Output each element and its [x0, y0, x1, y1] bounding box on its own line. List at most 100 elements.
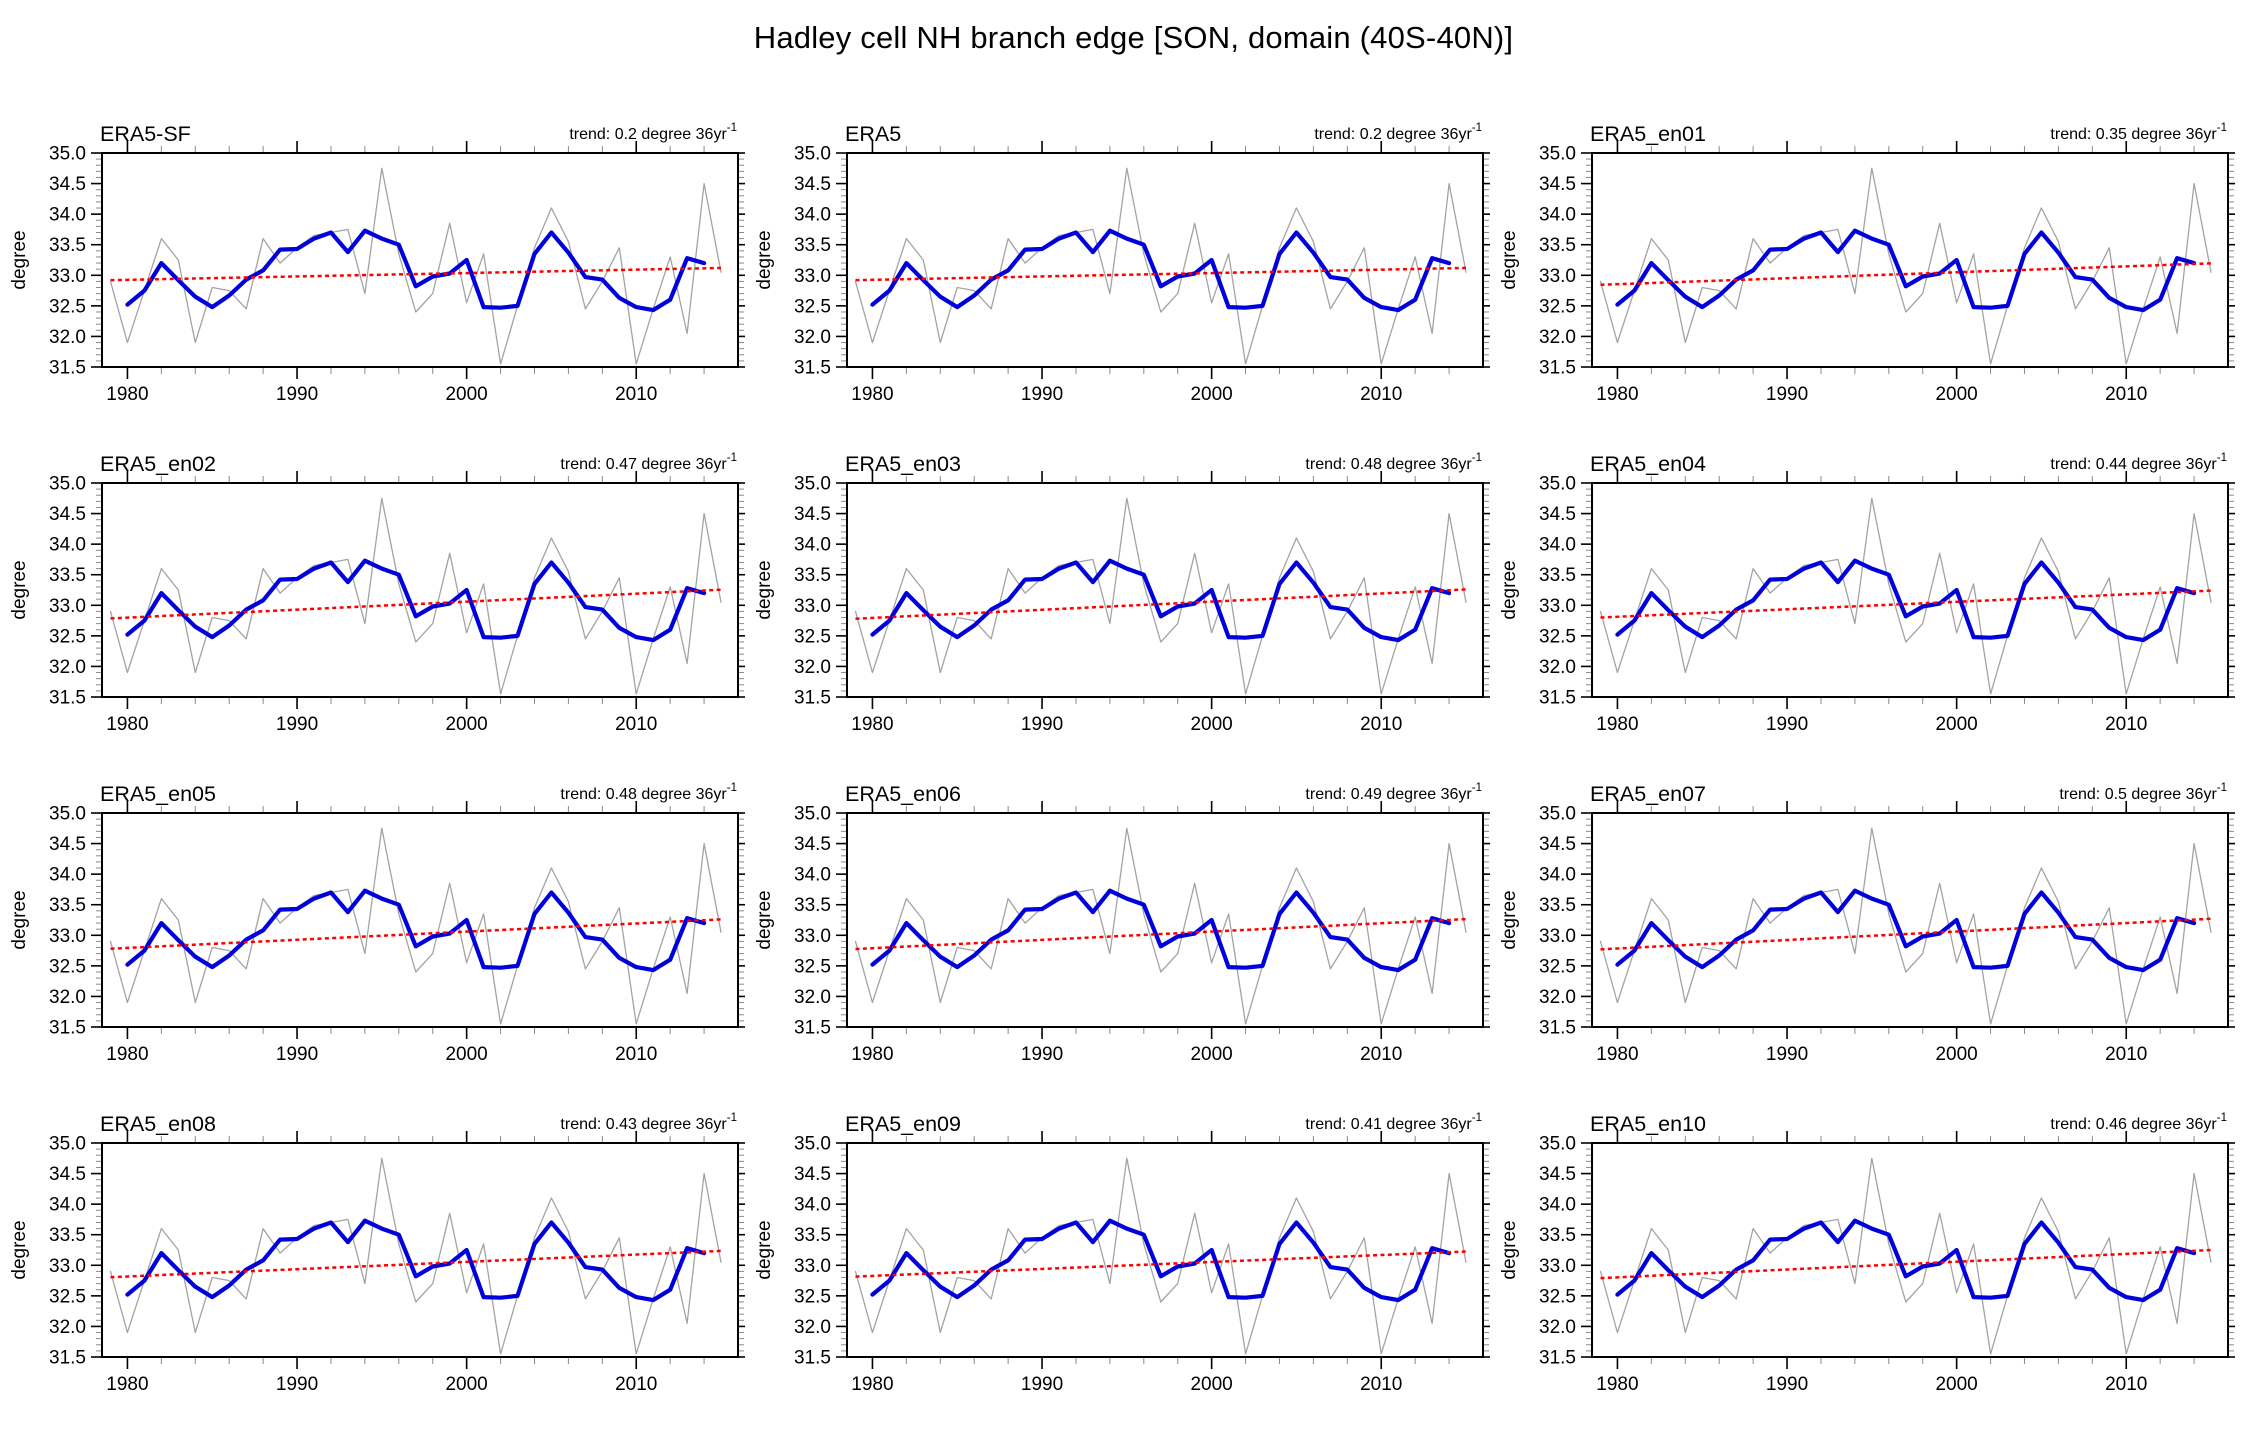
y-tick-label: 34.0 — [794, 1195, 831, 1216]
annual-line — [854, 827, 1467, 1025]
y-tick-label: 34.0 — [794, 205, 831, 226]
y-tick-label: 34.0 — [49, 205, 86, 226]
panel-ERA5_en04: 35.0 34.5 34.0 33.5 33.0 32.5 32.0 31.5 1980 1990… — [1490, 405, 2235, 735]
x-tick-label: 1980 — [851, 1044, 893, 1065]
y-tick-label: 32.0 — [794, 987, 831, 1008]
smoothed-line — [125, 558, 707, 643]
plot-frame — [1591, 812, 2229, 1028]
smoothed-line — [870, 228, 1452, 313]
y-tick-label: 33.0 — [49, 266, 86, 287]
trend-line — [855, 266, 1467, 282]
trend-line — [110, 588, 722, 620]
y-tick-label: 32.0 — [49, 987, 86, 1008]
x-tick-label: 1980 — [1596, 714, 1638, 735]
panel-chart: 35.0 34.5 34.0 33.5 33.0 32.5 32.0 31.5 1980 1990… — [9, 122, 745, 405]
panel-chart: 35.0 34.5 34.0 33.5 33.0 32.5 32.0 31.5 1980 1990… — [9, 1112, 745, 1395]
y-tick-label: 32.5 — [49, 626, 86, 647]
x-tick-label: 1980 — [106, 1374, 148, 1395]
annual-line — [854, 497, 1467, 695]
smoothed-line — [125, 228, 707, 313]
trend-label: trend: 0.35 degree 36yr-1 — [2050, 122, 2227, 143]
y-tick-label: 34.5 — [794, 834, 831, 855]
y-tick-label: 32.0 — [1539, 327, 1576, 348]
trend-label: trend: 0.5 degree 36yr-1 — [2059, 782, 2227, 803]
smoothed-line — [1615, 888, 2197, 973]
panel-ERA5_en07: 35.0 34.5 34.0 33.5 33.0 32.5 32.0 31.5 1980 1990… — [1490, 735, 2235, 1065]
x-tick-label: 2010 — [1360, 1374, 1402, 1395]
smoothed-line — [870, 888, 1452, 973]
x-tick-label: 2010 — [1360, 384, 1402, 405]
plot-frame — [1591, 482, 2229, 698]
x-tick-label: 1980 — [1596, 1374, 1638, 1395]
panel-chart: 35.0 34.5 34.0 33.5 33.0 32.5 32.0 31.5 1980 1990… — [754, 122, 1490, 405]
trend-label: trend: 0.48 degree 36yr-1 — [560, 782, 737, 803]
x-tick-label: 2000 — [445, 384, 487, 405]
figure-title: Hadley cell NH branch edge [SON, domain … — [753, 19, 1514, 55]
y-axis-label: degree — [1499, 890, 1520, 949]
y-tick-label: 32.5 — [794, 956, 831, 977]
y-tick-label: 31.5 — [794, 1018, 831, 1039]
panel-chart: 35.0 34.5 34.0 33.5 33.0 32.5 32.0 31.5 1980 1990… — [1499, 1112, 2235, 1395]
y-tick-label: 33.0 — [49, 926, 86, 947]
y-tick-label: 34.5 — [49, 504, 86, 525]
panel-ERA5_en02: 35.0 34.5 34.0 33.5 33.0 32.5 32.0 31.5 1980 1990… — [0, 405, 745, 735]
x-tick-label: 1990 — [1021, 1044, 1063, 1065]
panel-title: ERA5-SF — [100, 122, 191, 146]
annual-line — [109, 167, 722, 365]
y-axis-label: degree — [1499, 230, 1520, 289]
plot-frame — [1591, 152, 2229, 368]
y-tick-label: 32.0 — [49, 327, 86, 348]
y-tick-label: 32.5 — [1539, 1286, 1576, 1307]
y-tick-label: 35.0 — [1539, 804, 1576, 825]
trend-line — [110, 918, 722, 950]
annual-line — [109, 497, 722, 695]
x-tick-label: 2000 — [1190, 1374, 1232, 1395]
smoothed-line — [870, 558, 1452, 643]
x-tick-label: 1980 — [851, 384, 893, 405]
panel-chart: 35.0 34.5 34.0 33.5 33.0 32.5 32.0 31.5 1980 1990… — [9, 782, 745, 1065]
x-tick-label: 1990 — [1766, 1044, 1808, 1065]
y-tick-label: 34.5 — [1539, 504, 1576, 525]
annual-line — [854, 167, 1467, 365]
x-tick-label: 2000 — [445, 714, 487, 735]
x-tick-label: 2010 — [1360, 1044, 1402, 1065]
x-tick-label: 2000 — [1935, 1044, 1977, 1065]
trend-label: trend: 0.2 degree 36yr-1 — [1314, 122, 1482, 143]
y-tick-label: 34.0 — [49, 535, 86, 556]
y-tick-label: 33.0 — [794, 266, 831, 287]
trend-line — [110, 266, 722, 282]
y-tick-label: 33.0 — [1539, 1256, 1576, 1277]
y-tick-label: 33.0 — [794, 1256, 831, 1277]
plot-frame — [101, 482, 739, 698]
y-tick-label: 35.0 — [1539, 144, 1576, 165]
y-tick-label: 34.0 — [1539, 1195, 1576, 1216]
trend-label: trend: 0.43 degree 36yr-1 — [560, 1112, 737, 1133]
x-tick-label: 1980 — [1596, 1044, 1638, 1065]
x-tick-label: 2000 — [1190, 1044, 1232, 1065]
panel-ERA5-SF: 35.0 34.5 34.0 33.5 33.0 32.5 32.0 31.5 1980 1990… — [0, 75, 745, 405]
panel-chart: 35.0 34.5 34.0 33.5 33.0 32.5 32.0 31.5 1980 1990… — [754, 452, 1490, 735]
y-tick-label: 31.5 — [1539, 358, 1576, 379]
y-tick-label: 33.5 — [1539, 235, 1576, 256]
y-tick-label: 34.5 — [49, 834, 86, 855]
panel-ERA5_en08: 35.0 34.5 34.0 33.5 33.0 32.5 32.0 31.5 1980 1990… — [0, 1065, 745, 1395]
x-tick-label: 1990 — [276, 384, 318, 405]
y-tick-label: 32.5 — [794, 296, 831, 317]
y-tick-label: 33.0 — [1539, 926, 1576, 947]
y-tick-label: 35.0 — [794, 1134, 831, 1155]
y-tick-label: 33.5 — [1539, 1225, 1576, 1246]
y-tick-label: 34.0 — [794, 535, 831, 556]
x-tick-label: 2010 — [1360, 714, 1402, 735]
trend-line — [1600, 589, 2212, 619]
smoothed-line — [125, 888, 707, 973]
trend-label: trend: 0.47 degree 36yr-1 — [560, 452, 737, 473]
smoothed-line — [125, 1218, 707, 1303]
x-tick-label: 2010 — [2105, 1044, 2147, 1065]
annual-line — [109, 1157, 722, 1355]
panel-chart: 35.0 34.5 34.0 33.5 33.0 32.5 32.0 31.5 1980 1990… — [1499, 782, 2235, 1065]
x-tick-label: 2010 — [2105, 1374, 2147, 1395]
y-tick-label: 35.0 — [49, 1134, 86, 1155]
panel-title: ERA5_en04 — [1590, 452, 1706, 476]
y-tick-label: 33.0 — [49, 596, 86, 617]
plot-frame — [846, 1142, 1484, 1358]
